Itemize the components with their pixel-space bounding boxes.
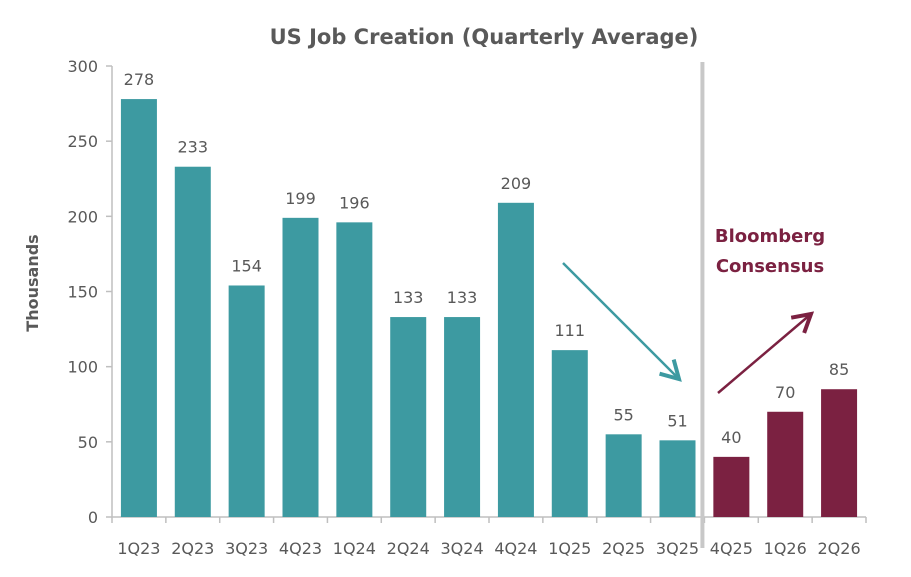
data-label-1Q25: 111 [555,321,586,340]
data-label-4Q24: 209 [501,174,532,193]
x-tick-label-3Q23: 3Q23 [225,539,268,558]
y-tick-label: 50 [78,433,98,452]
y-tick-label: 150 [67,283,98,302]
y-tick-label: 100 [67,358,98,377]
x-tick-label-1Q26: 1Q26 [764,539,807,558]
data-label-3Q25: 51 [667,411,687,430]
bar-1Q23 [120,99,157,517]
data-label-4Q23: 199 [285,189,316,208]
x-tick-label-3Q24: 3Q24 [441,539,484,558]
data-label-2Q24: 133 [393,288,424,307]
bar-2Q26 [821,389,858,517]
y-tick-label: 0 [88,508,98,527]
x-tick-label-1Q25: 1Q25 [548,539,591,558]
annotation-line-2: Consensus [716,256,824,277]
x-tick-label-1Q24: 1Q24 [333,539,376,558]
data-label-3Q23: 154 [231,256,262,275]
data-label-2Q26: 85 [829,360,849,379]
data-label-4Q25: 40 [721,428,741,447]
bar-4Q25 [713,456,750,517]
bar-4Q24 [497,202,534,517]
bar-2Q25 [605,434,642,517]
chart-title: US Job Creation (Quarterly Average) [270,25,699,49]
bar-1Q24 [336,222,373,517]
x-tick-label-2Q24: 2Q24 [387,539,430,558]
downtrend-arrow [562,262,682,382]
y-tick-label: 250 [67,132,98,151]
data-label-1Q23: 278 [124,70,155,89]
bar-3Q25 [659,440,696,517]
bar-4Q23 [282,217,319,517]
data-label-3Q24: 133 [447,288,478,307]
bar-1Q25 [551,350,588,517]
data-label-1Q24: 196 [339,193,370,212]
x-tick-label-2Q25: 2Q25 [602,539,645,558]
y-tick-label: 200 [67,207,98,226]
x-tick-label-3Q25: 3Q25 [656,539,699,558]
uptrend-arrow [717,311,815,394]
data-label-2Q25: 55 [613,405,633,424]
x-tick-label-2Q26: 2Q26 [818,539,861,558]
x-tick-label-4Q23: 4Q23 [279,539,322,558]
bar-2Q23 [174,166,211,517]
x-tick-label-4Q24: 4Q24 [494,539,537,558]
annotation-line-1: Bloomberg [715,226,825,247]
bar-3Q24 [444,317,481,517]
y-axis-label: Thousands [23,234,42,331]
bar-2Q24 [390,317,427,517]
x-tick-label-2Q23: 2Q23 [171,539,214,558]
x-tick-label-4Q25: 4Q25 [710,539,753,558]
bar-3Q23 [228,285,265,517]
bar-1Q26 [767,411,804,517]
data-label-2Q23: 233 [178,138,209,157]
x-tick-label-1Q23: 1Q23 [117,539,160,558]
data-label-1Q26: 70 [775,383,795,402]
y-tick-label: 300 [67,57,98,76]
